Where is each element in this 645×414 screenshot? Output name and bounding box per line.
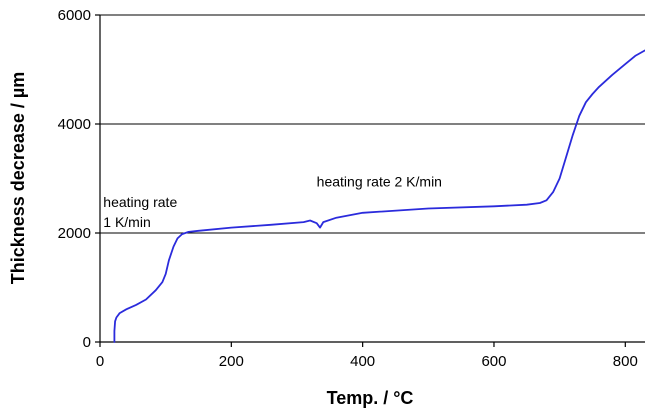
x-tick-labels: 0 200 400 600 800 — [96, 353, 638, 370]
series-line — [113, 49, 645, 343]
x-axis-title: Temp. / °C — [327, 388, 414, 408]
annotations: heating rate 1 K/min heating rate 2 K/min — [103, 174, 442, 230]
x-tick-label: 800 — [613, 353, 638, 370]
y-tick-label: 6000 — [58, 7, 91, 24]
x-tick-label: 200 — [219, 353, 244, 370]
y-tick-label: 0 — [83, 334, 91, 351]
annotation-label: heating rate 2 K/min — [317, 174, 442, 190]
y-tick-label: 2000 — [58, 225, 91, 242]
y-axis-title: Thickness decrease / µm — [8, 72, 28, 284]
x-tick-label: 600 — [481, 353, 506, 370]
x-tick-label: 0 — [96, 353, 104, 370]
gridlines — [100, 14, 645, 234]
y-tick-label: 4000 — [58, 116, 91, 133]
y-tick-labels: 0 2000 4000 6000 — [58, 7, 91, 351]
x-tick-label: 400 — [350, 353, 375, 370]
series-layer — [113, 49, 645, 343]
annotation-label: heating rate 1 K/min — [103, 194, 177, 230]
axes — [95, 14, 645, 347]
